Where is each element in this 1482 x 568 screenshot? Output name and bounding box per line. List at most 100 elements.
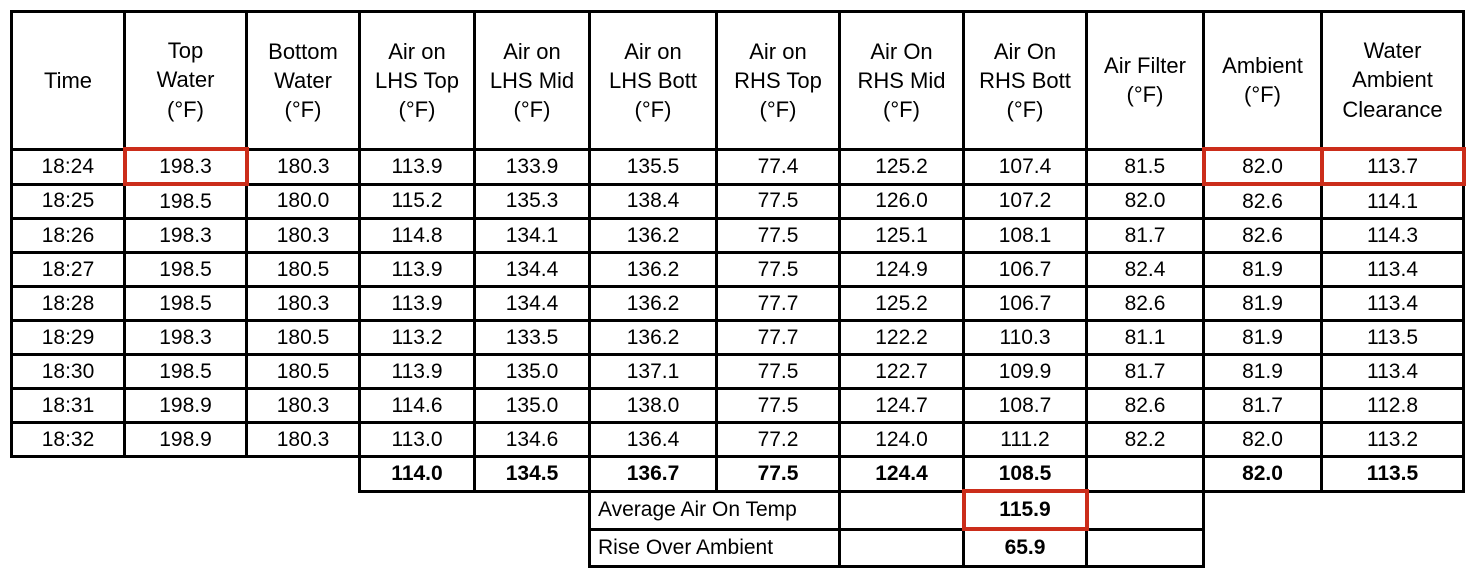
value-cell: 125.2 <box>838 147 965 186</box>
value-cell: 124.9 <box>838 251 965 288</box>
table-body: 18:24 198.3 180.3 113.9 133.9 135.5 77.4 125.2 1… <box>10 147 1466 458</box>
time-cell: 18:25 <box>10 182 126 220</box>
average-cell-lhs-top: 114.0 <box>358 455 476 493</box>
value-cell: 136.2 <box>588 319 718 356</box>
value-cell: 180.5 <box>245 353 361 390</box>
value-cell: 198.5 <box>123 182 248 220</box>
value-cell: 138.0 <box>588 387 718 424</box>
value-cell: 180.5 <box>245 319 361 356</box>
value-cell: 135.5 <box>588 147 718 186</box>
value-cell: 81.7 <box>1202 387 1323 424</box>
value-cell: 125.1 <box>838 217 965 254</box>
header-air-on-lhs-top: Air on LHS Top (°F) <box>358 10 476 151</box>
header-air-on-rhs-bott: Air On RHS Bott (°F) <box>962 10 1088 151</box>
value-cell: 113.9 <box>358 147 476 186</box>
value-cell: 135.0 <box>473 353 591 390</box>
value-cell: 198.3 <box>123 217 248 254</box>
value-cell: 114.8 <box>358 217 476 254</box>
header-time: Time <box>10 10 126 151</box>
value-cell: 113.4 <box>1320 251 1465 288</box>
value-cell: 82.0 <box>1202 421 1323 458</box>
value-cell: 113.9 <box>358 285 476 322</box>
value-cell: 77.7 <box>715 319 841 356</box>
value-cell: 124.0 <box>838 421 965 458</box>
table-row: 18:31 198.9 180.3 114.6 135.0 138.0 77.5 124.7 1… <box>10 387 1465 424</box>
value-cell: 77.2 <box>715 421 841 458</box>
average-cell-water-ambient-clearance: 113.5 <box>1320 455 1465 493</box>
time-cell: 18:27 <box>10 251 126 288</box>
value-cell: 81.9 <box>1202 319 1323 356</box>
value-cell: 180.3 <box>245 421 361 458</box>
table-row: 18:26 198.3 180.3 114.8 134.1 136.2 77.5 125.1 1… <box>10 217 1465 254</box>
value-cell: 113.2 <box>358 319 476 356</box>
value-cell: 106.7 <box>962 285 1088 322</box>
value-cell: 134.1 <box>473 217 591 254</box>
value-cell: 134.4 <box>473 251 591 288</box>
table-row: 18:32 198.9 180.3 113.0 134.6 136.4 77.2 124.0 1… <box>10 421 1465 458</box>
average-cell-lhs-bott: 136.7 <box>588 455 718 493</box>
value-cell: 82.0 <box>1201 147 1324 186</box>
value-cell: 133.5 <box>473 319 591 356</box>
average-cell-air-filter-empty <box>1085 455 1205 493</box>
empty-cell <box>1085 489 1205 531</box>
header-air-on-lhs-bott: Air on LHS Bott (°F) <box>588 10 718 151</box>
time-cell: 18:31 <box>10 387 126 424</box>
spacer-cell <box>11 491 590 529</box>
temperature-log-table: Time Top Water (°F) Bottom Water (°F) Ai… <box>10 10 1466 568</box>
value-cell: 107.2 <box>962 182 1088 220</box>
value-cell: 82.6 <box>1202 217 1323 254</box>
value-cell: 198.9 <box>123 387 248 424</box>
table-row: 18:24 198.3 180.3 113.9 133.9 135.5 77.4 125.2 1… <box>10 147 1466 186</box>
rise-over-ambient-label: Rise Over Ambient <box>588 527 841 568</box>
header-air-on-lhs-mid: Air on LHS Mid (°F) <box>473 10 591 151</box>
averages-row: 114.0 134.5 136.7 77.5 124.4 108.5 82.0 … <box>11 455 1465 493</box>
header-water-ambient-clearance: Water Ambient Clearance <box>1320 10 1465 151</box>
time-cell: 18:28 <box>10 285 126 322</box>
value-cell: 124.7 <box>838 387 965 424</box>
value-cell: 136.4 <box>588 421 718 458</box>
value-cell: 108.1 <box>962 217 1088 254</box>
header-bottom-water: Bottom Water (°F) <box>245 10 361 151</box>
value-cell: 106.7 <box>962 251 1088 288</box>
value-cell: 125.2 <box>838 285 965 322</box>
value-cell: 77.5 <box>715 387 841 424</box>
value-cell: 114.1 <box>1320 182 1465 220</box>
value-cell: 198.5 <box>123 353 248 390</box>
value-cell: 81.7 <box>1085 217 1205 254</box>
time-cell: 18:29 <box>10 319 126 356</box>
time-cell: 18:32 <box>10 421 126 458</box>
value-cell: 180.5 <box>245 251 361 288</box>
table-row: 18:30 198.5 180.5 113.9 135.0 137.1 77.5 122.7 1… <box>10 353 1465 390</box>
value-cell: 133.9 <box>473 147 591 186</box>
header-top-water: Top Water (°F) <box>123 10 248 151</box>
average-cell-ambient: 82.0 <box>1202 455 1323 493</box>
value-cell: 135.0 <box>473 387 591 424</box>
table-row: 18:27 198.5 180.5 113.9 134.4 136.2 77.5 124.9 1… <box>10 251 1465 288</box>
value-cell: 81.9 <box>1202 285 1323 322</box>
header-air-on-rhs-mid: Air On RHS Mid (°F) <box>838 10 965 151</box>
value-cell: 112.8 <box>1320 387 1465 424</box>
value-cell: 198.5 <box>123 251 248 288</box>
value-cell: 136.2 <box>588 217 718 254</box>
value-cell: 82.0 <box>1085 182 1205 220</box>
spacer-cell <box>11 529 590 567</box>
spacer-cell <box>1203 529 1464 567</box>
value-cell: 108.7 <box>962 387 1088 424</box>
value-cell: 126.0 <box>838 182 965 220</box>
value-cell: 114.3 <box>1320 217 1465 254</box>
value-cell: 110.3 <box>962 319 1088 356</box>
value-cell: 77.5 <box>715 353 841 390</box>
value-cell: 122.2 <box>838 319 965 356</box>
value-cell: 113.4 <box>1320 285 1465 322</box>
spacer-cell <box>11 456 360 491</box>
value-cell: 82.4 <box>1085 251 1205 288</box>
value-cell: 198.9 <box>123 421 248 458</box>
avg-air-on-temp-value: 115.9 <box>961 489 1089 531</box>
value-cell: 180.3 <box>245 387 361 424</box>
value-cell: 134.4 <box>473 285 591 322</box>
table-footer: 114.0 134.5 136.7 77.5 124.4 108.5 82.0 … <box>11 455 1465 568</box>
value-cell: 81.1 <box>1085 319 1205 356</box>
value-cell: 77.5 <box>715 251 841 288</box>
value-cell: 113.2 <box>1320 421 1465 458</box>
header-air-filter: Air Filter (°F) <box>1085 10 1205 151</box>
